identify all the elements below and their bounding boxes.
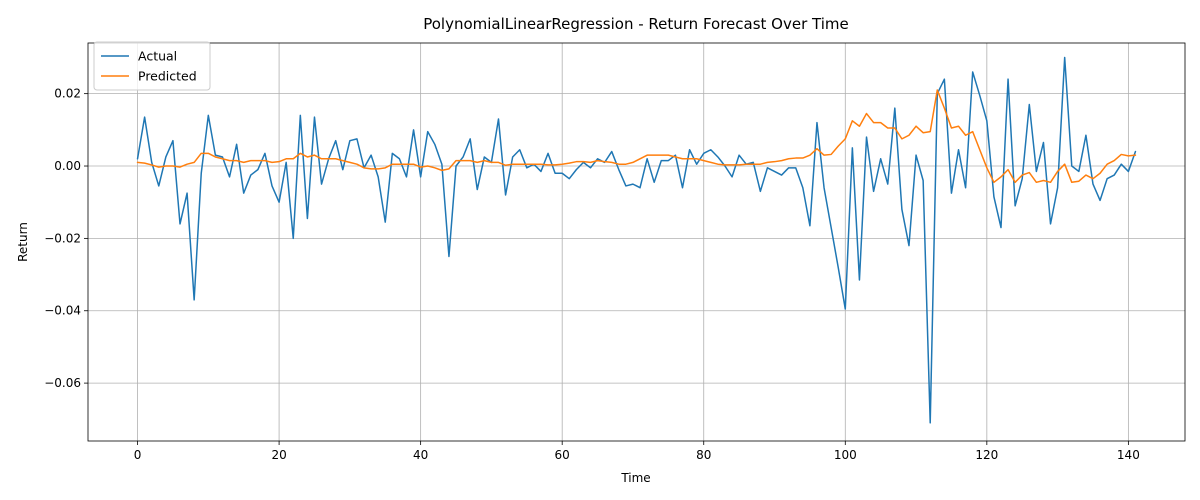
- legend-label-actual: Actual: [138, 49, 177, 64]
- y-tick-label: −0.04: [44, 304, 81, 318]
- y-tick-label: 0.02: [54, 87, 81, 101]
- y-tick-label: −0.02: [44, 231, 81, 245]
- series-lines: [136, 56, 1137, 424]
- x-tick-label: 140: [1117, 448, 1140, 462]
- y-axis-label: Return: [16, 222, 30, 262]
- legend-label-predicted: Predicted: [138, 69, 197, 84]
- y-tick-label: −0.06: [44, 376, 81, 390]
- legend: Actual Predicted: [93, 41, 211, 91]
- x-tick-label: 40: [413, 448, 428, 462]
- grid: [88, 43, 1185, 441]
- x-tick-label: 0: [134, 448, 142, 462]
- x-tick-label: 100: [834, 448, 857, 462]
- chart-title: PolynomialLinearRegression - Return Fore…: [423, 15, 849, 33]
- x-tick-label: 80: [696, 448, 711, 462]
- x-tick-label: 60: [555, 448, 570, 462]
- x-tick-label: 20: [271, 448, 286, 462]
- y-axis-ticks: −0.06 −0.04 −0.02 0.00 0.02: [44, 87, 88, 390]
- x-axis-label: Time: [620, 471, 650, 485]
- series-line-actual: [136, 56, 1137, 424]
- legend-box: [93, 41, 211, 91]
- x-tick-label: 120: [975, 448, 998, 462]
- x-axis-ticks: 0 20 40 60 80 100 120 140: [134, 441, 1140, 462]
- plot-frame: [87, 42, 1186, 442]
- y-tick-label: 0.00: [54, 159, 81, 173]
- series-line-predicted: [136, 89, 1137, 184]
